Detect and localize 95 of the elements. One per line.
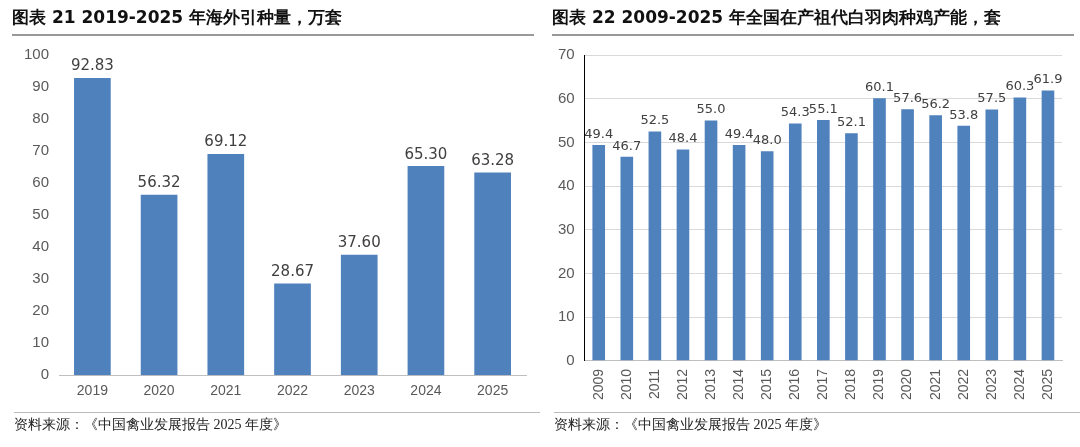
x-tick-label: 2023 [343,382,375,399]
data-label: 49.4 [584,125,614,141]
bar [732,145,746,361]
bar [929,115,942,361]
data-label: 57.5 [977,90,1007,106]
y-tick-label: 70 [32,141,50,159]
bar [474,172,511,376]
chart-title: 图表 22 2009-2025 年全国在产祖代白羽肉种鸡产能，套 [552,6,1074,36]
bar [407,166,445,376]
y-tick-label: 20 [558,263,575,281]
y-tick-label: 100 [24,45,50,63]
x-tick-label: 2012 [673,368,690,401]
y-tick-label: 0 [40,365,50,383]
bar [760,151,774,361]
bar [592,145,606,361]
bar [1041,90,1055,361]
x-tick-label: 2024 [1010,368,1027,401]
x-tick-label: 2016 [786,368,803,401]
data-label: 55.0 [696,101,726,117]
y-tick-label: 40 [558,176,575,194]
data-label: 46.7 [612,137,642,153]
x-tick-label: 2021 [926,368,943,401]
data-label: 54.3 [780,104,810,120]
bar [1013,97,1027,361]
data-label: 52.1 [836,114,866,130]
y-tick-label: 20 [32,301,50,319]
y-tick-label: 70 [558,45,575,63]
data-label: 55.1 [808,100,838,116]
data-label: 52.5 [640,112,670,128]
data-label: 48.0 [752,132,782,147]
data-label: 56.32 [137,173,181,192]
data-label: 37.60 [337,233,381,252]
data-label: 28.67 [271,261,314,280]
x-tick-label: 2013 [701,368,718,401]
bar [274,283,311,376]
x-tick-label: 2017 [814,368,831,401]
x-tick-label: 2025 [1038,368,1055,401]
x-tick-label: 2022 [276,382,309,399]
bar [676,149,690,361]
bar [648,131,662,361]
x-tick-label: 2023 [982,368,999,401]
x-tick-label: 2015 [758,368,775,401]
x-tick-label: 2024 [410,382,442,399]
data-label: 60.3 [1005,78,1035,94]
x-tick-label: 2010 [617,368,634,401]
x-tick-label: 2014 [729,368,746,401]
y-tick-label: 60 [558,88,575,106]
x-tick-label: 2020 [898,368,915,401]
y-tick-label: 90 [32,77,50,95]
bar [207,153,245,376]
x-tick-label: 2022 [954,368,971,401]
data-label: 53.8 [949,106,979,122]
data-label: 69.12 [204,132,248,151]
y-tick-label: 10 [558,307,575,325]
data-label: 65.30 [404,144,448,163]
bar [985,109,999,361]
x-tick-label: 2019 [76,382,109,399]
text: 资料来源：《中国禽业发展报告 2025 年度》 [554,412,1080,434]
data-label: 60.1 [865,79,894,95]
bar [340,254,378,376]
bar [957,125,971,361]
data-label: 49.4 [724,125,754,141]
x-tick-label: 2018 [842,368,859,401]
x-tick-label: 2011 [645,368,662,399]
data-label: 56.2 [921,96,951,112]
data-label: 57.6 [893,90,923,106]
x-tick-label: 2009 [589,368,606,401]
y-tick-label: 60 [32,173,50,191]
y-tick-label: 50 [558,132,575,150]
y-tick-label: 10 [32,333,50,351]
bar [901,109,914,361]
data-label: 63.28 [471,150,515,169]
y-tick-label: 40 [32,237,50,255]
x-tick-label: 2020 [143,382,175,399]
y-tick-label: 30 [32,269,50,287]
bar [140,194,178,376]
y-tick-label: 50 [32,205,50,223]
bar [620,156,634,361]
x-tick-label: 2021 [210,382,242,399]
bar [788,123,802,361]
data-label: 48.4 [668,130,698,146]
bar [74,77,111,376]
data-label: 61.9 [1033,71,1063,87]
y-tick-label: 80 [32,109,50,127]
bar [817,120,830,361]
y-tick-label: 0 [566,351,575,368]
text: 资料来源：《中国禽业发展报告 2025 年度》 [14,412,540,434]
data-label: 92.83 [70,56,114,75]
x-tick-label: 2019 [870,368,887,401]
bar [845,133,858,361]
x-tick-label: 2025 [477,382,509,399]
chart-title: 图表 21 2019-2025 年海外引种量，万套 [12,6,534,36]
bar [873,98,886,361]
bar [704,120,718,361]
y-tick-label: 30 [558,219,575,237]
